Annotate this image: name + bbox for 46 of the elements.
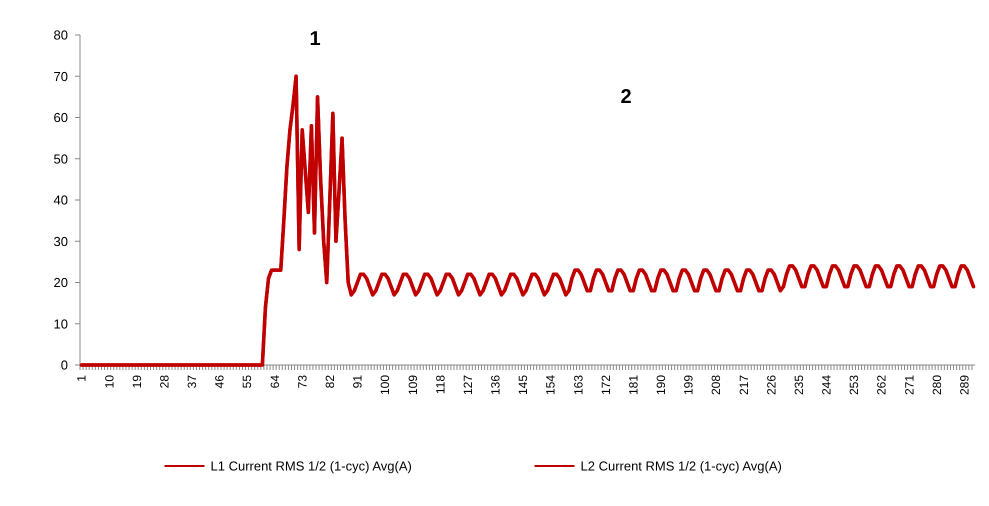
x-tick-label: 28 <box>157 374 172 388</box>
x-tick-label: 19 <box>130 374 144 388</box>
y-tick-label: 20 <box>54 275 68 290</box>
x-tick-label: 271 <box>902 374 916 396</box>
x-tick-label: 226 <box>764 374 778 396</box>
x-tick-label: 100 <box>378 374 392 396</box>
x-tick-label: 118 <box>433 374 448 394</box>
x-tick-label: 91 <box>350 374 365 388</box>
x-tick-label: 46 <box>212 374 227 388</box>
y-tick-label: 10 <box>54 316 68 332</box>
x-tick-label: 262 <box>874 374 889 396</box>
x-tick-label: 217 <box>736 374 751 396</box>
x-tick-label: 154 <box>544 374 558 396</box>
x-tick-label: 190 <box>654 374 668 396</box>
x-tick-label: 55 <box>240 374 254 388</box>
x-tick-label: 181 <box>626 374 640 396</box>
legend-label: L2 Current RMS 1/2 (1-cyc) Avg(A) <box>580 458 782 474</box>
x-tick-label: 172 <box>598 374 613 396</box>
x-tick-label: 199 <box>682 374 696 396</box>
x-tick-label: 10 <box>102 374 116 388</box>
x-tick-label: 37 <box>185 374 200 388</box>
y-tick-label: 60 <box>54 110 68 126</box>
y-tick-label: 80 <box>54 28 68 43</box>
x-tick-label: 280 <box>930 374 944 396</box>
y-tick-label: 30 <box>54 234 68 249</box>
x-tick-label: 235 <box>792 374 806 396</box>
x-tick-label: 289 <box>957 374 972 396</box>
x-tick-label: 145 <box>516 374 530 396</box>
x-tick-label: 208 <box>709 374 724 396</box>
x-tick-label: 253 <box>847 374 862 396</box>
y-tick-label: 70 <box>54 68 68 84</box>
x-tick-label: 244 <box>820 374 834 396</box>
annotation: 2 <box>620 86 632 108</box>
x-tick-label: 127 <box>460 374 475 396</box>
x-tick-label: 73 <box>295 374 310 388</box>
x-tick-label: 64 <box>268 374 282 388</box>
y-tick-label: 40 <box>54 192 68 208</box>
annotation: 1 <box>309 28 321 50</box>
y-tick-label: 0 <box>60 358 68 373</box>
x-tick-label: 1 <box>74 374 89 382</box>
legend-label: L1 Current RMS 1/2 (1-cyc) Avg(A) <box>210 458 412 474</box>
x-tick-label: 82 <box>323 374 338 388</box>
x-tick-label: 109 <box>406 374 420 396</box>
x-tick-label: 136 <box>488 374 503 396</box>
y-tick-label: 50 <box>54 151 68 166</box>
x-tick-label: 163 <box>571 374 586 396</box>
